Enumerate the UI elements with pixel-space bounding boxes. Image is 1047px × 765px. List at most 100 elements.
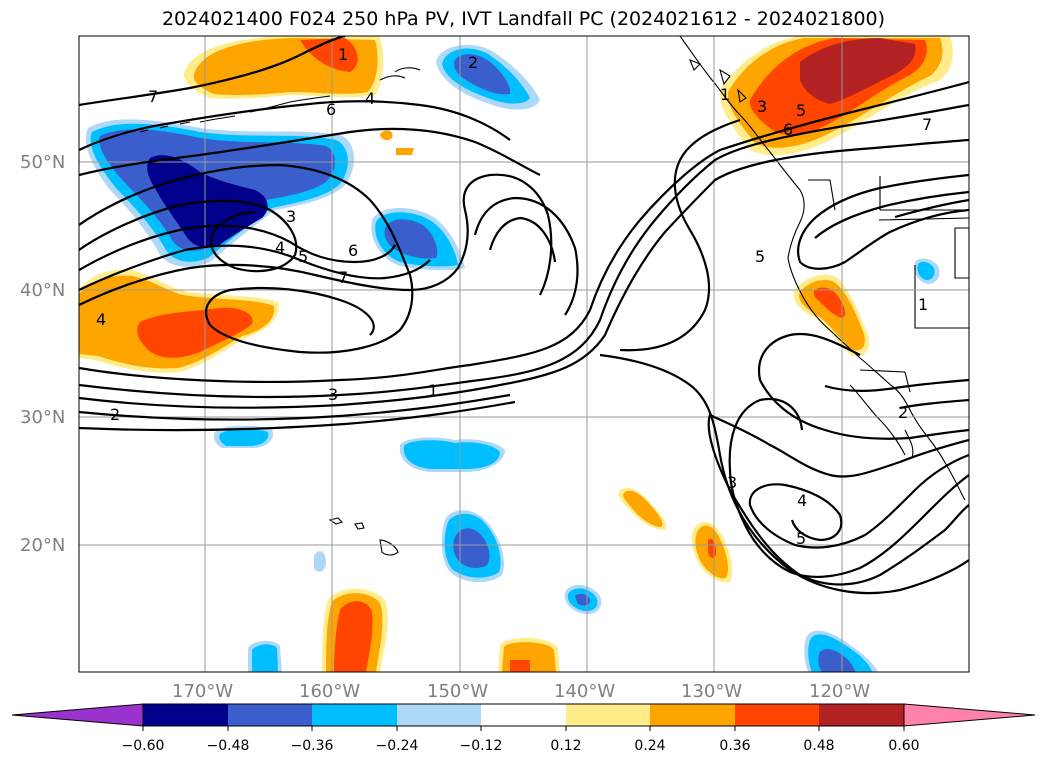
contour-line	[79, 36, 346, 107]
pv-negative-area	[252, 644, 278, 672]
contour-label: 4	[797, 491, 807, 510]
latitude-labels: 50°N 40°N 30°N 20°N	[20, 152, 65, 556]
contour-line	[814, 190, 969, 239]
contour-label: 4	[275, 238, 285, 257]
pv-negative-area	[219, 429, 269, 446]
contour-line	[79, 224, 396, 271]
longitude-labels: 170°W 160°W 150°W 140°W 130°W 120°W	[172, 681, 870, 702]
contour-line	[79, 138, 969, 409]
pv-positive-area	[510, 660, 530, 672]
lat-label: 50°N	[20, 152, 65, 173]
contour-line	[797, 173, 969, 270]
colorbar-tick-label: −0.24	[376, 738, 419, 754]
lon-label: 170°W	[172, 681, 233, 702]
pv-positive-area	[623, 490, 663, 527]
contour-line	[757, 332, 969, 440]
pv-negative-area	[917, 261, 935, 280]
contour-line	[79, 393, 516, 432]
contour-label: 1	[720, 85, 730, 104]
contour-label: 7	[148, 87, 158, 106]
colorbar-segment	[312, 704, 397, 726]
contour-label: 6	[783, 120, 793, 139]
pv-positive-area	[137, 307, 253, 358]
contour-line	[79, 199, 298, 273]
contour-label: 6	[348, 241, 358, 260]
pv-positive-area	[813, 287, 846, 318]
contour-line	[728, 397, 969, 579]
contour-label: 1	[338, 45, 348, 64]
colorbar-tick-label: −0.60	[122, 738, 165, 754]
lon-label: 150°W	[427, 681, 488, 702]
contour-line	[79, 80, 969, 384]
contour-line	[824, 378, 969, 410]
lon-label: 120°W	[809, 681, 870, 702]
contour-label: 1	[918, 295, 928, 314]
pv-negative-area	[575, 593, 590, 606]
colorbar-segment	[819, 704, 904, 726]
contour-label: 5	[796, 529, 806, 548]
contour-label: 3	[757, 97, 767, 116]
pv-positive-area	[300, 38, 358, 72]
pv-negative-area	[403, 440, 500, 469]
figure-title: 2024021400 F024 250 hPa PV, IVT Landfall…	[161, 8, 886, 30]
contour-line	[79, 100, 511, 151]
contour-label: 2	[468, 53, 478, 72]
lon-label: 130°W	[681, 681, 742, 702]
contour-line	[79, 103, 969, 399]
colorbar: −0.60 −0.48 −0.36 −0.24 −0.12 0.12 0.24 …	[11, 703, 1036, 754]
contour-label: 2	[898, 403, 908, 422]
contour-label: 5	[298, 247, 308, 266]
contour-label: 1	[428, 381, 438, 400]
colorbar-tick-label: −0.36	[291, 738, 334, 754]
colorbar-extend-left	[11, 703, 144, 727]
lat-label: 40°N	[20, 280, 65, 301]
contour-line	[599, 353, 969, 595]
contour-label: 7	[922, 115, 932, 134]
contour-label: 3	[727, 473, 737, 492]
contour-label: 3	[286, 207, 296, 226]
lon-label: 160°W	[299, 681, 360, 702]
colorbar-segment	[566, 704, 650, 726]
pv-negative-area	[314, 551, 326, 572]
contour-line	[79, 244, 431, 291]
colorbar-tick-label: −0.12	[460, 738, 503, 754]
contour-label: 2	[110, 405, 120, 424]
colorbar-tick-label: 0.36	[719, 738, 750, 754]
graticule	[79, 36, 969, 672]
pv-positive-area	[800, 38, 916, 104]
contour-labels: 1 2 4 6 7 2 4 5 6 3 4 7 3 1 7 1 3 5 6 5 …	[96, 45, 932, 548]
map-frame	[78, 35, 970, 673]
contour-label: 3	[328, 385, 338, 404]
colorbar-segment	[481, 704, 566, 726]
contour-label: 6	[326, 100, 336, 119]
lon-label: 140°W	[554, 681, 615, 702]
colorbar-outline	[142, 703, 905, 727]
colorbar-segment	[143, 704, 228, 726]
pv-positive-area	[334, 601, 373, 672]
contour-line	[473, 196, 579, 316]
contour-line	[79, 127, 541, 177]
pv-negative-area	[818, 649, 855, 672]
pv-negative-area	[384, 219, 438, 259]
colorbar-tick-label: 0.48	[803, 738, 834, 754]
contour-label: 5	[796, 101, 806, 120]
colorbar-tick-label: 0.24	[634, 738, 665, 754]
colorbar-segment	[650, 704, 735, 726]
contour-line	[707, 413, 969, 586]
lat-label: 20°N	[20, 535, 65, 556]
pv-negative-area	[453, 528, 490, 568]
colorbar-tick-label: 0.60	[888, 738, 919, 754]
contour-line	[619, 118, 741, 352]
colorbar-extend-right	[903, 703, 1036, 727]
colorbar-tick-label: −0.48	[207, 738, 250, 754]
ivt-contours	[79, 36, 969, 595]
contour-label: 7	[338, 268, 348, 287]
pv-positive-area	[380, 130, 414, 155]
colorbar-segment	[735, 704, 819, 726]
contour-line	[79, 163, 414, 354]
colorbar-segment	[228, 704, 312, 726]
pv-negative-area	[454, 54, 511, 95]
contour-label: 4	[96, 310, 106, 329]
contour-line	[748, 453, 969, 549]
